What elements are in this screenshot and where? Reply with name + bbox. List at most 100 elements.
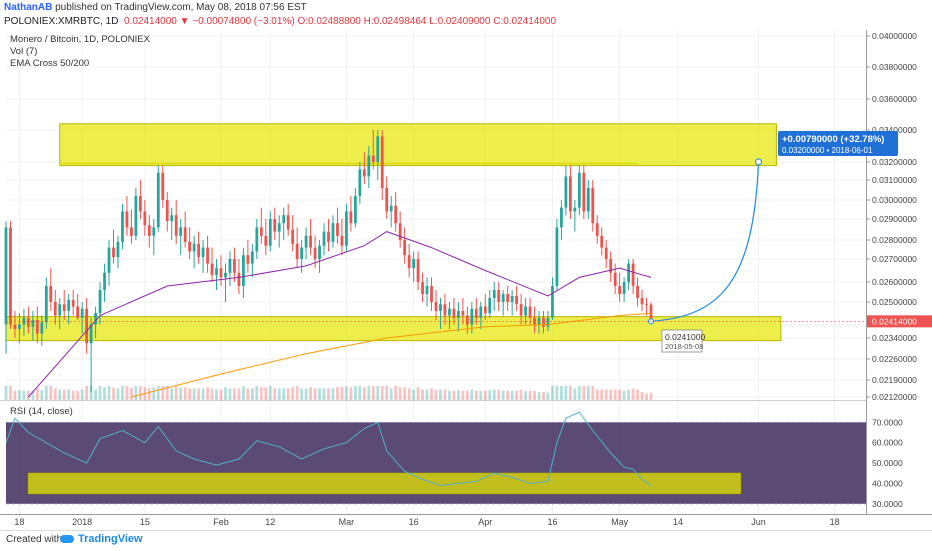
volume-bar	[595, 389, 599, 400]
candle-body	[492, 290, 496, 298]
candle-body	[259, 227, 263, 236]
candle-body	[336, 223, 339, 236]
time-axis-label: 2018	[72, 517, 92, 527]
volume-bar	[31, 390, 35, 400]
measure-tooltip: +0.00790000 (+32.78%) 0.03200000 • 2018-…	[778, 131, 898, 156]
volume-bar	[165, 386, 169, 400]
volume-bar	[215, 389, 218, 400]
time-axis-label: 18	[830, 517, 840, 527]
volume-bar	[407, 388, 411, 400]
volume-bar	[192, 388, 196, 400]
measure-box	[778, 131, 898, 156]
price-axis-label: 0.02800000	[872, 235, 917, 245]
rsi-axis-label: 60.0000	[872, 438, 903, 448]
candle-body	[89, 324, 93, 344]
candle-body	[322, 231, 326, 246]
volume-bar	[237, 388, 241, 400]
candle-body	[591, 188, 595, 224]
volume-bar	[40, 390, 44, 400]
volume-bar	[130, 387, 133, 400]
volume-bar	[618, 389, 622, 400]
candle-body	[448, 308, 451, 316]
volume-bar	[501, 390, 505, 400]
candle-body	[237, 272, 241, 286]
candle-body	[542, 317, 545, 327]
price-tag-price: 0.0241000	[665, 332, 705, 342]
candle-body	[649, 304, 653, 322]
volume-bars	[4, 386, 653, 400]
price-date-tag: 0.0241000 2018-05-08	[661, 329, 705, 353]
candle-body	[165, 200, 169, 222]
volume-bar	[613, 389, 617, 400]
published-text: published on TradingView.com, May 08, 20…	[55, 2, 307, 13]
volume-bar	[264, 387, 268, 400]
created-with-text: Created with	[6, 534, 63, 545]
volume-bar	[336, 387, 339, 400]
volume-bar	[250, 388, 254, 400]
volume-bar	[134, 386, 138, 400]
candle-body	[604, 247, 608, 259]
candle-body	[506, 294, 510, 302]
volume-bar	[94, 389, 97, 400]
volume-bar	[224, 387, 227, 400]
time-axis-label: Feb	[213, 517, 229, 527]
candle-body	[457, 311, 460, 318]
candle-body	[551, 286, 554, 318]
volume-bar	[349, 387, 353, 400]
measure-line1: +0.00790000 (+32.78%)	[782, 134, 884, 145]
volume-bar	[44, 386, 48, 400]
candle-body	[389, 205, 393, 212]
volume-bar	[76, 390, 80, 400]
legend: Monero / Bitcoin, 1D, POLONIEX Vol (7) E…	[10, 34, 151, 417]
candle-body	[443, 304, 447, 316]
candle-body	[291, 229, 295, 244]
candle-body	[35, 320, 39, 334]
price-axis-label: 0.04000000	[872, 31, 917, 41]
high-label: H:	[363, 16, 374, 27]
candle-body	[394, 205, 398, 224]
volume-bar	[461, 390, 465, 400]
candle-body	[282, 215, 286, 224]
candle-body	[546, 317, 550, 327]
candle-body	[71, 300, 75, 307]
candle-body	[277, 223, 281, 232]
chart-area[interactable]: 0.04000000 0.03800000 0.03600000 0.03400000…	[0, 30, 932, 530]
volume-bar	[367, 386, 371, 400]
price-axis-label: 0.03200000	[872, 157, 917, 167]
volume-bar	[138, 386, 142, 400]
candle-body	[515, 296, 519, 305]
price-axis-label: 0.02600000	[872, 277, 917, 287]
volume-bar	[98, 386, 102, 400]
price-change: −0.00074800 (−3.01%)	[192, 16, 295, 27]
candle-body	[62, 304, 66, 311]
volume-bar	[398, 387, 402, 400]
volume-bar	[170, 388, 174, 400]
volume-bar	[470, 389, 474, 400]
volume-bar	[622, 390, 626, 400]
rsi-line	[5, 411, 652, 487]
candle-body	[121, 211, 124, 242]
candle-body	[4, 227, 8, 325]
candle-body	[318, 245, 321, 259]
chart-canvas[interactable]: 0.04000000 0.03800000 0.03600000 0.03400000…	[0, 30, 932, 530]
candle-body	[452, 308, 456, 318]
candle-body	[246, 255, 250, 264]
volume-bar	[291, 387, 295, 400]
price-axis-label: 0.03400000	[872, 125, 917, 135]
candle-body	[497, 290, 501, 302]
volume-bar	[506, 390, 510, 400]
close-label: C:	[493, 16, 504, 27]
legend-title: Monero / Bitcoin, 1D, POLONIEX	[10, 34, 151, 45]
publisher-name[interactable]: NathanAB	[4, 2, 53, 13]
candle-body	[264, 235, 268, 246]
candle-body	[345, 211, 348, 246]
volume-bar	[546, 392, 550, 400]
volume-bar	[492, 389, 496, 400]
tradingview-logo[interactable]: TradingView	[60, 533, 143, 545]
volume-bar	[564, 386, 568, 400]
time-axis-label: 16	[547, 517, 557, 527]
candle-body	[94, 313, 97, 325]
volume-bar	[277, 388, 281, 400]
volume-bar	[219, 389, 223, 400]
volume-bar	[345, 386, 348, 400]
